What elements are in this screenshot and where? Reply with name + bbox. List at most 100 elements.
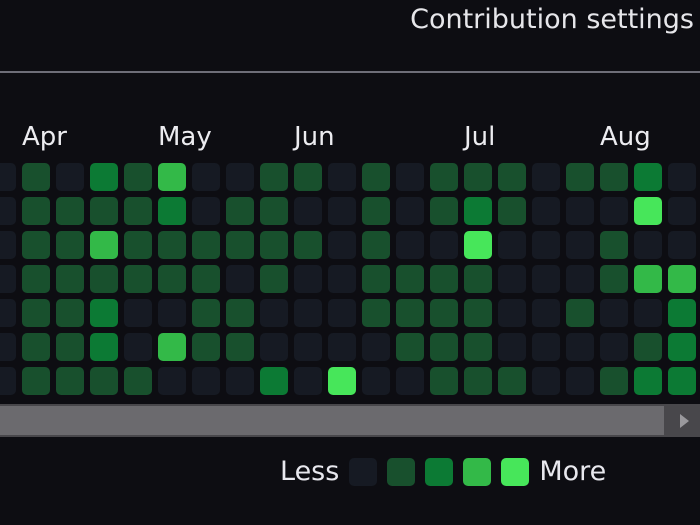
contribution-day-cell[interactable] bbox=[0, 367, 16, 395]
contribution-day-cell[interactable] bbox=[498, 367, 526, 395]
contribution-day-cell[interactable] bbox=[158, 265, 186, 293]
contribution-day-cell[interactable] bbox=[0, 163, 16, 191]
contribution-day-cell[interactable] bbox=[124, 197, 152, 225]
contribution-day-cell[interactable] bbox=[192, 367, 220, 395]
contribution-day-cell[interactable] bbox=[362, 197, 390, 225]
contribution-day-cell[interactable] bbox=[226, 367, 254, 395]
contribution-day-cell[interactable] bbox=[430, 197, 458, 225]
contribution-day-cell[interactable] bbox=[192, 163, 220, 191]
contribution-day-cell[interactable] bbox=[0, 299, 16, 327]
contribution-day-cell[interactable] bbox=[22, 163, 50, 191]
contribution-day-cell[interactable] bbox=[634, 333, 662, 361]
contribution-day-cell[interactable] bbox=[56, 163, 84, 191]
contribution-day-cell[interactable] bbox=[668, 299, 696, 327]
contribution-day-cell[interactable] bbox=[22, 231, 50, 259]
contribution-day-cell[interactable] bbox=[464, 265, 492, 293]
contribution-day-cell[interactable] bbox=[396, 231, 424, 259]
contribution-day-cell[interactable] bbox=[158, 367, 186, 395]
contribution-day-cell[interactable] bbox=[0, 333, 16, 361]
contribution-day-cell[interactable] bbox=[566, 299, 594, 327]
contribution-day-cell[interactable] bbox=[226, 231, 254, 259]
contribution-day-cell[interactable] bbox=[396, 265, 424, 293]
contribution-day-cell[interactable] bbox=[634, 299, 662, 327]
contribution-day-cell[interactable] bbox=[90, 163, 118, 191]
contribution-day-cell[interactable] bbox=[260, 265, 288, 293]
contribution-day-cell[interactable] bbox=[498, 333, 526, 361]
contribution-day-cell[interactable] bbox=[532, 265, 560, 293]
contribution-day-cell[interactable] bbox=[0, 231, 16, 259]
contribution-day-cell[interactable] bbox=[260, 367, 288, 395]
contribution-day-cell[interactable] bbox=[328, 333, 356, 361]
scroll-right-arrow-icon[interactable] bbox=[666, 404, 700, 437]
contribution-day-cell[interactable] bbox=[668, 197, 696, 225]
contribution-day-cell[interactable] bbox=[634, 367, 662, 395]
contribution-day-cell[interactable] bbox=[532, 197, 560, 225]
contribution-day-cell[interactable] bbox=[226, 163, 254, 191]
contribution-day-cell[interactable] bbox=[90, 265, 118, 293]
contribution-day-cell[interactable] bbox=[430, 367, 458, 395]
contribution-day-cell[interactable] bbox=[294, 265, 322, 293]
contribution-day-cell[interactable] bbox=[362, 333, 390, 361]
contribution-day-cell[interactable] bbox=[294, 231, 322, 259]
contribution-day-cell[interactable] bbox=[56, 265, 84, 293]
contribution-day-cell[interactable] bbox=[328, 265, 356, 293]
contribution-day-cell[interactable] bbox=[362, 163, 390, 191]
contribution-day-cell[interactable] bbox=[328, 163, 356, 191]
contribution-day-cell[interactable] bbox=[124, 367, 152, 395]
contribution-day-cell[interactable] bbox=[56, 231, 84, 259]
contribution-day-cell[interactable] bbox=[90, 231, 118, 259]
contribution-day-cell[interactable] bbox=[260, 299, 288, 327]
contribution-day-cell[interactable] bbox=[56, 299, 84, 327]
contribution-day-cell[interactable] bbox=[294, 367, 322, 395]
contribution-day-cell[interactable] bbox=[464, 333, 492, 361]
scrollbar-thumb[interactable] bbox=[0, 406, 664, 435]
contribution-day-cell[interactable] bbox=[396, 163, 424, 191]
contribution-day-cell[interactable] bbox=[260, 197, 288, 225]
contribution-day-cell[interactable] bbox=[124, 231, 152, 259]
contribution-day-cell[interactable] bbox=[600, 163, 628, 191]
contribution-day-cell[interactable] bbox=[328, 299, 356, 327]
contribution-day-cell[interactable] bbox=[396, 299, 424, 327]
contribution-day-cell[interactable] bbox=[498, 265, 526, 293]
contribution-day-cell[interactable] bbox=[532, 163, 560, 191]
contribution-day-cell[interactable] bbox=[260, 163, 288, 191]
contribution-day-cell[interactable] bbox=[498, 197, 526, 225]
contribution-day-cell[interactable] bbox=[532, 333, 560, 361]
contribution-day-cell[interactable] bbox=[0, 197, 16, 225]
contribution-day-cell[interactable] bbox=[464, 367, 492, 395]
contribution-day-cell[interactable] bbox=[362, 231, 390, 259]
contribution-day-cell[interactable] bbox=[260, 333, 288, 361]
contribution-day-cell[interactable] bbox=[396, 333, 424, 361]
contribution-day-cell[interactable] bbox=[158, 231, 186, 259]
contribution-day-cell[interactable] bbox=[226, 333, 254, 361]
contribution-day-cell[interactable] bbox=[158, 163, 186, 191]
contribution-day-cell[interactable] bbox=[566, 367, 594, 395]
horizontal-scrollbar[interactable] bbox=[0, 404, 700, 437]
contribution-day-cell[interactable] bbox=[430, 163, 458, 191]
contribution-day-cell[interactable] bbox=[464, 299, 492, 327]
contribution-day-cell[interactable] bbox=[124, 333, 152, 361]
contribution-day-cell[interactable] bbox=[668, 231, 696, 259]
contribution-day-cell[interactable] bbox=[56, 367, 84, 395]
contribution-day-cell[interactable] bbox=[226, 265, 254, 293]
contribution-day-cell[interactable] bbox=[158, 197, 186, 225]
contribution-day-cell[interactable] bbox=[566, 265, 594, 293]
contribution-day-cell[interactable] bbox=[294, 333, 322, 361]
contribution-day-cell[interactable] bbox=[600, 299, 628, 327]
contribution-day-cell[interactable] bbox=[498, 163, 526, 191]
contribution-day-cell[interactable] bbox=[260, 231, 288, 259]
contribution-day-cell[interactable] bbox=[124, 163, 152, 191]
contribution-day-cell[interactable] bbox=[430, 265, 458, 293]
contribution-day-cell[interactable] bbox=[226, 299, 254, 327]
contribution-day-cell[interactable] bbox=[294, 299, 322, 327]
contribution-day-cell[interactable] bbox=[464, 163, 492, 191]
contribution-day-cell[interactable] bbox=[22, 299, 50, 327]
contribution-day-cell[interactable] bbox=[532, 299, 560, 327]
contribution-day-cell[interactable] bbox=[396, 197, 424, 225]
contribution-day-cell[interactable] bbox=[668, 265, 696, 293]
contribution-day-cell[interactable] bbox=[192, 231, 220, 259]
contribution-day-cell[interactable] bbox=[430, 299, 458, 327]
contribution-day-cell[interactable] bbox=[362, 265, 390, 293]
contribution-day-cell[interactable] bbox=[464, 197, 492, 225]
contribution-day-cell[interactable] bbox=[430, 333, 458, 361]
